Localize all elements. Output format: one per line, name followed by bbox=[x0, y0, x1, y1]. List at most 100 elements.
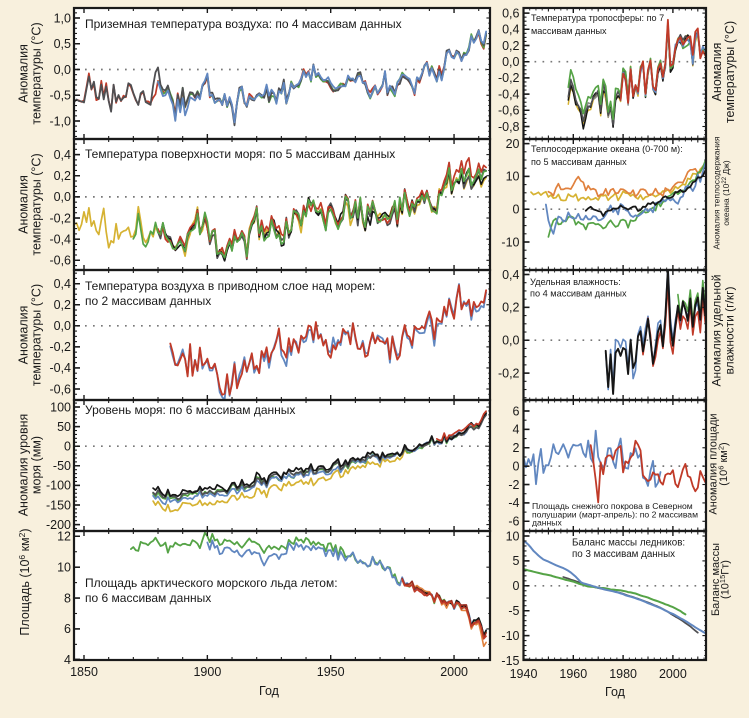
svg-text:-100: -100 bbox=[46, 479, 71, 493]
svg-text:влажности (г/кг): влажности (г/кг) bbox=[723, 287, 737, 375]
svg-text:0: 0 bbox=[513, 459, 520, 473]
svg-text:-0,2: -0,2 bbox=[498, 71, 520, 85]
svg-text:Аномалия уровня: Аномалия уровня bbox=[17, 414, 31, 517]
svg-text:0: 0 bbox=[513, 203, 520, 217]
svg-text:-150: -150 bbox=[46, 498, 71, 512]
svg-text:-0,2: -0,2 bbox=[49, 340, 71, 354]
svg-text:5: 5 bbox=[513, 554, 520, 568]
svg-text:температуры (°C): температуры (°C) bbox=[30, 284, 44, 386]
svg-text:0,6: 0,6 bbox=[502, 6, 519, 20]
svg-text:0: 0 bbox=[64, 440, 71, 454]
svg-text:2000: 2000 bbox=[659, 667, 687, 681]
svg-text:4: 4 bbox=[513, 423, 520, 437]
svg-text:0,4: 0,4 bbox=[54, 277, 71, 291]
svg-text:Площадь арктического морского: Площадь арктического морского льда летом… bbox=[85, 576, 338, 590]
svg-text:0,0: 0,0 bbox=[502, 334, 519, 348]
svg-text:океана (1022 Дж): океана (1022 Дж) bbox=[721, 160, 731, 226]
svg-text:2000: 2000 bbox=[440, 665, 468, 679]
svg-text:0,0: 0,0 bbox=[502, 55, 519, 69]
svg-text:0,4: 0,4 bbox=[54, 148, 71, 162]
svg-text:Аномалия: Аномалия bbox=[17, 306, 31, 365]
svg-text:Аномалия удельной: Аномалия удельной bbox=[710, 275, 724, 387]
svg-text:-0,4: -0,4 bbox=[49, 233, 71, 247]
svg-text:Площадь снежного покрова в Сев: Площадь снежного покрова в Северном bbox=[532, 501, 693, 511]
svg-text:Температура воздуха в приводно: Температура воздуха в приводном слое над… bbox=[85, 279, 375, 293]
svg-text:температуры (°C): температуры (°C) bbox=[30, 22, 44, 124]
svg-text:1850: 1850 bbox=[70, 665, 98, 679]
svg-text:-0,4: -0,4 bbox=[498, 87, 520, 101]
svg-text:10: 10 bbox=[57, 561, 71, 575]
svg-text:6: 6 bbox=[513, 404, 520, 418]
svg-text:по 3 массивам данных: по 3 массивам данных bbox=[572, 549, 675, 560]
svg-text:-2: -2 bbox=[508, 478, 519, 492]
svg-text:1960: 1960 bbox=[559, 667, 587, 681]
svg-text:1,0: 1,0 bbox=[54, 11, 71, 25]
svg-text:-0,4: -0,4 bbox=[49, 361, 71, 375]
svg-text:0,0: 0,0 bbox=[54, 63, 71, 77]
svg-text:по 5 массивам данных: по 5 массивам данных bbox=[531, 157, 627, 167]
svg-text:по 6 массивам данных: по 6 массивам данных bbox=[85, 591, 211, 605]
svg-text:0,0: 0,0 bbox=[54, 190, 71, 204]
svg-text:(106 км2): (106 км2) bbox=[716, 442, 730, 485]
svg-text:-10: -10 bbox=[501, 629, 519, 643]
svg-text:-6: -6 bbox=[508, 515, 519, 529]
svg-text:(1015Гт): (1015Гт) bbox=[718, 560, 732, 599]
svg-text:8: 8 bbox=[64, 591, 71, 605]
svg-text:-15: -15 bbox=[501, 654, 519, 668]
svg-text:-0,8: -0,8 bbox=[498, 120, 520, 134]
svg-text:12: 12 bbox=[57, 530, 71, 544]
svg-text:-0,6: -0,6 bbox=[49, 254, 71, 268]
svg-text:0,2: 0,2 bbox=[54, 298, 71, 312]
svg-text:-1,0: -1,0 bbox=[49, 114, 71, 128]
svg-text:Аномалия: Аномалия bbox=[17, 175, 31, 234]
svg-text:4: 4 bbox=[64, 653, 71, 667]
svg-text:Год: Год bbox=[259, 684, 280, 698]
svg-text:Баланс массы: Баланс массы bbox=[710, 543, 722, 616]
svg-text:Аномалия: Аномалия bbox=[17, 44, 31, 103]
svg-text:-200: -200 bbox=[46, 518, 71, 532]
svg-text:-0,2: -0,2 bbox=[49, 211, 71, 225]
svg-text:полушарии (март-апрель): по 2: полушарии (март-апрель): по 2 массивам bbox=[532, 510, 698, 520]
svg-text:моря (мм): моря (мм) bbox=[30, 436, 44, 494]
svg-text:100: 100 bbox=[50, 400, 71, 414]
svg-text:Температура тропосферы: по 7: Температура тропосферы: по 7 bbox=[531, 13, 664, 23]
svg-text:1900: 1900 bbox=[193, 665, 221, 679]
svg-text:0,2: 0,2 bbox=[502, 301, 519, 315]
svg-text:Год: Год bbox=[605, 685, 626, 699]
svg-text:температуры (°C): температуры (°C) bbox=[723, 21, 737, 123]
svg-text:20: 20 bbox=[506, 137, 520, 151]
svg-text:Удельная влажность:: Удельная влажность: bbox=[530, 277, 621, 287]
svg-text:-0,2: -0,2 bbox=[498, 366, 520, 380]
svg-text:6: 6 bbox=[64, 622, 71, 636]
svg-text:Уровень моря: по 6 массивам да: Уровень моря: по 6 массивам данных bbox=[85, 403, 295, 417]
svg-text:по 4 массивам данных: по 4 массивам данных bbox=[530, 289, 627, 299]
svg-text:-50: -50 bbox=[53, 459, 71, 473]
svg-text:0: 0 bbox=[513, 579, 520, 593]
svg-text:Аномалия: Аномалия bbox=[710, 43, 724, 102]
svg-text:0,2: 0,2 bbox=[502, 39, 519, 53]
svg-text:50: 50 bbox=[57, 420, 71, 434]
svg-text:0,4: 0,4 bbox=[502, 268, 519, 282]
svg-text:Баланс массы ледников:: Баланс массы ледников: bbox=[572, 538, 685, 549]
svg-text:Температура поверхности моря:: Температура поверхности моря: по 5 масси… bbox=[85, 147, 395, 161]
svg-text:0,2: 0,2 bbox=[54, 169, 71, 183]
svg-text:температуры (°C): температуры (°C) bbox=[30, 153, 44, 255]
svg-text:Площадь (106 км2): Площадь (106 км2) bbox=[17, 528, 32, 635]
svg-text:1950: 1950 bbox=[317, 665, 345, 679]
svg-text:0,4: 0,4 bbox=[502, 23, 519, 37]
svg-text:массивам данных: массивам данных bbox=[531, 26, 607, 36]
svg-text:0,5: 0,5 bbox=[54, 37, 71, 51]
svg-text:-0,6: -0,6 bbox=[49, 382, 71, 396]
svg-text:-0,5: -0,5 bbox=[49, 89, 71, 103]
svg-text:-5: -5 bbox=[508, 604, 519, 618]
svg-text:Приземная температура воздуха:: Приземная температура воздуха: по 4 масс… bbox=[85, 17, 402, 31]
svg-text:1980: 1980 bbox=[609, 667, 637, 681]
svg-text:10: 10 bbox=[506, 170, 520, 184]
svg-text:10: 10 bbox=[506, 529, 520, 543]
svg-text:Теплосодержание океана (0-700: Теплосодержание океана (0-700 м): bbox=[531, 144, 683, 154]
svg-text:по 2 массивам данных: по 2 массивам данных bbox=[85, 294, 211, 308]
svg-text:-0,6: -0,6 bbox=[498, 104, 520, 118]
svg-text:данных: данных bbox=[532, 518, 562, 528]
svg-text:Аномалия теплосодержания: Аномалия теплосодержания bbox=[712, 136, 722, 249]
svg-text:-10: -10 bbox=[501, 235, 519, 249]
